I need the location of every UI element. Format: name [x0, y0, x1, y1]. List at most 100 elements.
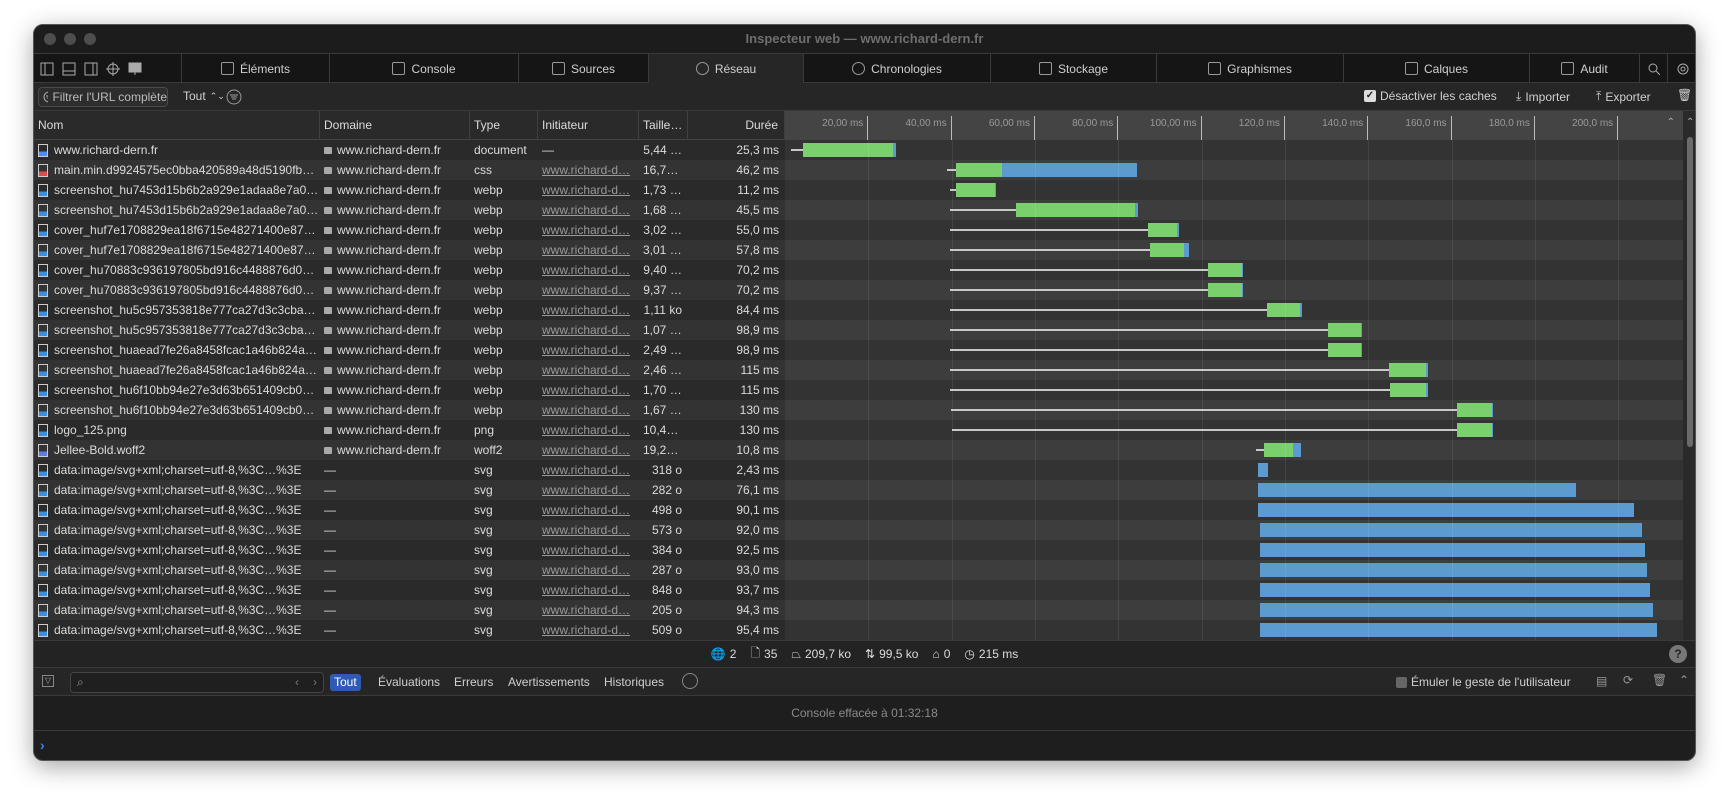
cell-name[interactable]: screenshot_huaead7fe26a8458fcac1a46b824a…: [34, 340, 320, 360]
column-duration[interactable]: Durée: [688, 111, 785, 140]
cell-text[interactable]: www.richard-d…: [542, 183, 631, 197]
tab-network[interactable]: Réseau: [648, 54, 803, 83]
cell-text[interactable]: www.richard-d…: [542, 303, 631, 317]
cell-initiator[interactable]: www.richard-d…: [538, 400, 639, 420]
cell-text[interactable]: www.richard-d…: [542, 403, 631, 417]
cell-name[interactable]: www.richard-dern.fr: [34, 140, 320, 160]
chevron-up-icon[interactable]: ⌃: [1679, 673, 1690, 687]
dock-left-icon[interactable]: [40, 62, 54, 76]
column-size[interactable]: Taille…: [639, 111, 688, 140]
cell-initiator[interactable]: www.richard-d…: [538, 560, 639, 580]
cell-text[interactable]: www.richard-d…: [542, 363, 631, 377]
clear-button[interactable]: 🗑: [1677, 88, 1692, 102]
column-type[interactable]: Type: [470, 111, 538, 140]
cell-text[interactable]: www.richard-d…: [542, 563, 631, 577]
console-tab-1[interactable]: Évaluations: [378, 675, 441, 689]
console-prompt[interactable]: ›: [40, 737, 45, 753]
cell-text[interactable]: www.richard-d…: [542, 603, 631, 617]
cell-name[interactable]: cover_huf7e1708829ea18f6715e48271400e87a…: [34, 220, 320, 240]
table-row[interactable]: screenshot_hu6f10bb94e27e3d63b651409cb07…: [34, 400, 1683, 420]
cell-text[interactable]: www.richard-d…: [542, 243, 631, 257]
cell-name[interactable]: data:image/svg+xml;charset=utf-8,%3C…%3E: [34, 480, 320, 500]
cell-text[interactable]: www.richard-d…: [542, 523, 631, 537]
console-toggle-icon[interactable]: ▽: [42, 675, 54, 687]
disable-cache-checkbox[interactable]: ✓ Désactiver les caches: [1364, 89, 1497, 103]
cell-initiator[interactable]: www.richard-d…: [538, 520, 639, 540]
trash-icon[interactable]: 🗑: [1652, 673, 1668, 687]
cell-name[interactable]: data:image/svg+xml;charset=utf-8,%3C…%3E: [34, 460, 320, 480]
table-row[interactable]: screenshot_hu5c957353818e777ca27d3c3cba0…: [34, 300, 1683, 320]
cell-name[interactable]: Jellee-Bold.woff2: [34, 440, 320, 460]
close-button[interactable]: [44, 33, 56, 45]
cell-initiator[interactable]: www.richard-d…: [538, 260, 639, 280]
cell-name[interactable]: data:image/svg+xml;charset=utf-8,%3C…%3E: [34, 620, 320, 640]
cell-text[interactable]: www.richard-d…: [542, 203, 631, 217]
cell-name[interactable]: screenshot_hu5c957353818e777ca27d3c3cba0…: [34, 320, 320, 340]
tab-database[interactable]: Stockage: [990, 54, 1156, 83]
tab-clock[interactable]: Chronologies: [803, 54, 990, 83]
tab-layers[interactable]: Calques: [1343, 54, 1529, 83]
table-row[interactable]: cover_huf7e1708829ea18f6715e48271400e87a…: [34, 220, 1683, 240]
filter-options-button[interactable]: [226, 89, 242, 105]
cell-initiator[interactable]: www.richard-d…: [538, 460, 639, 480]
table-row[interactable]: logo_125.png www.richard-dern.fr png www.ri…: [34, 420, 1683, 440]
tab-image[interactable]: Graphismes: [1156, 54, 1343, 83]
search-button[interactable]: [1639, 54, 1667, 83]
minimize-button[interactable]: [64, 33, 76, 45]
cell-text[interactable]: www.richard-d…: [542, 543, 631, 557]
chevron-up-icon[interactable]: ⌃: [1686, 117, 1695, 128]
cell-text[interactable]: www.richard-d…: [542, 463, 631, 477]
cell-initiator[interactable]: www.richard-d…: [538, 540, 639, 560]
table-row[interactable]: data:image/svg+xml;charset=utf-8,%3C…%3E…: [34, 620, 1683, 640]
cell-name[interactable]: data:image/svg+xml;charset=utf-8,%3C…%3E: [34, 580, 320, 600]
cell-text[interactable]: www.richard-d…: [542, 283, 631, 297]
table-row[interactable]: cover_huf7e1708829ea18f6715e48271400e87a…: [34, 240, 1683, 260]
cell-initiator[interactable]: www.richard-d…: [538, 500, 639, 520]
console-tab-0[interactable]: Tout: [330, 674, 361, 691]
table-row[interactable]: screenshot_huaead7fe26a8458fcac1a46b824a…: [34, 360, 1683, 380]
tab-audit[interactable]: Audit: [1529, 54, 1639, 83]
table-row[interactable]: data:image/svg+xml;charset=utf-8,%3C…%3E…: [34, 580, 1683, 600]
cell-initiator[interactable]: www.richard-d…: [538, 620, 639, 640]
cell-initiator[interactable]: www.richard-d…: [538, 420, 639, 440]
tab-elements[interactable]: Éléments: [181, 54, 329, 83]
cell-name[interactable]: data:image/svg+xml;charset=utf-8,%3C…%3E: [34, 540, 320, 560]
console-tab-3[interactable]: Avertissements: [508, 675, 590, 689]
table-row[interactable]: data:image/svg+xml;charset=utf-8,%3C…%3E…: [34, 520, 1683, 540]
table-row[interactable]: www.richard-dern.fr www.richard-dern.fr do…: [34, 140, 1683, 160]
cell-name[interactable]: screenshot_hu6f10bb94e27e3d63b651409cb07…: [34, 400, 320, 420]
cell-text[interactable]: —: [542, 143, 554, 157]
device-icon[interactable]: [128, 62, 142, 76]
scrollbar-thumb[interactable]: [1687, 137, 1693, 447]
table-row[interactable]: main.min.d9924575ec0bba420589a48d5190fbc…: [34, 160, 1683, 180]
cell-name[interactable]: main.min.d9924575ec0bba420589a48d5190fbc…: [34, 160, 320, 180]
cell-text[interactable]: www.richard-d…: [542, 423, 631, 437]
table-row[interactable]: data:image/svg+xml;charset=utf-8,%3C…%3E…: [34, 600, 1683, 620]
table-row[interactable]: screenshot_hu7453d15b6b2a929e1adaa8e7a06…: [34, 200, 1683, 220]
table-row[interactable]: screenshot_huaead7fe26a8458fcac1a46b824a…: [34, 340, 1683, 360]
table-row[interactable]: cover_hu70883c936197805bd916c4488876d0b0…: [34, 280, 1683, 300]
console-tab-2[interactable]: Erreurs: [454, 675, 494, 689]
table-row[interactable]: data:image/svg+xml;charset=utf-8,%3C…%3E…: [34, 560, 1683, 580]
cell-text[interactable]: www.richard-d…: [542, 383, 631, 397]
column-name[interactable]: Nom: [34, 111, 320, 140]
table-row[interactable]: screenshot_hu5c957353818e777ca27d3c3cba0…: [34, 320, 1683, 340]
console-filter-input[interactable]: ⌕ ‹ ›: [70, 672, 324, 693]
tab-file[interactable]: Sources: [518, 54, 648, 83]
cell-text[interactable]: www.richard-d…: [542, 443, 631, 457]
crosshair-icon[interactable]: [106, 61, 120, 76]
url-filter-input[interactable]: Filtrer l'URL complète: [38, 87, 168, 107]
filter-circle-icon[interactable]: [682, 673, 698, 689]
column-domain[interactable]: Domaine: [320, 111, 470, 140]
cell-name[interactable]: screenshot_hu5c957353818e777ca27d3c3cba0…: [34, 300, 320, 320]
cell-initiator[interactable]: www.richard-d…: [538, 220, 639, 240]
emulate-gesture-checkbox[interactable]: Émuler le geste de l'utilisateur: [1396, 675, 1571, 689]
table-row[interactable]: screenshot_hu7453d15b6b2a929e1adaa8e7a06…: [34, 180, 1683, 200]
cell-initiator[interactable]: www.richard-d…: [538, 200, 639, 220]
table-row[interactable]: data:image/svg+xml;charset=utf-8,%3C…%3E…: [34, 500, 1683, 520]
cell-initiator[interactable]: www.richard-d…: [538, 340, 639, 360]
previous-button[interactable]: ‹: [295, 675, 299, 689]
cell-text[interactable]: www.richard-d…: [542, 223, 631, 237]
cell-text[interactable]: www.richard-d…: [542, 623, 631, 637]
collapse-chevron-icon[interactable]: ⌃: [1666, 117, 1675, 128]
